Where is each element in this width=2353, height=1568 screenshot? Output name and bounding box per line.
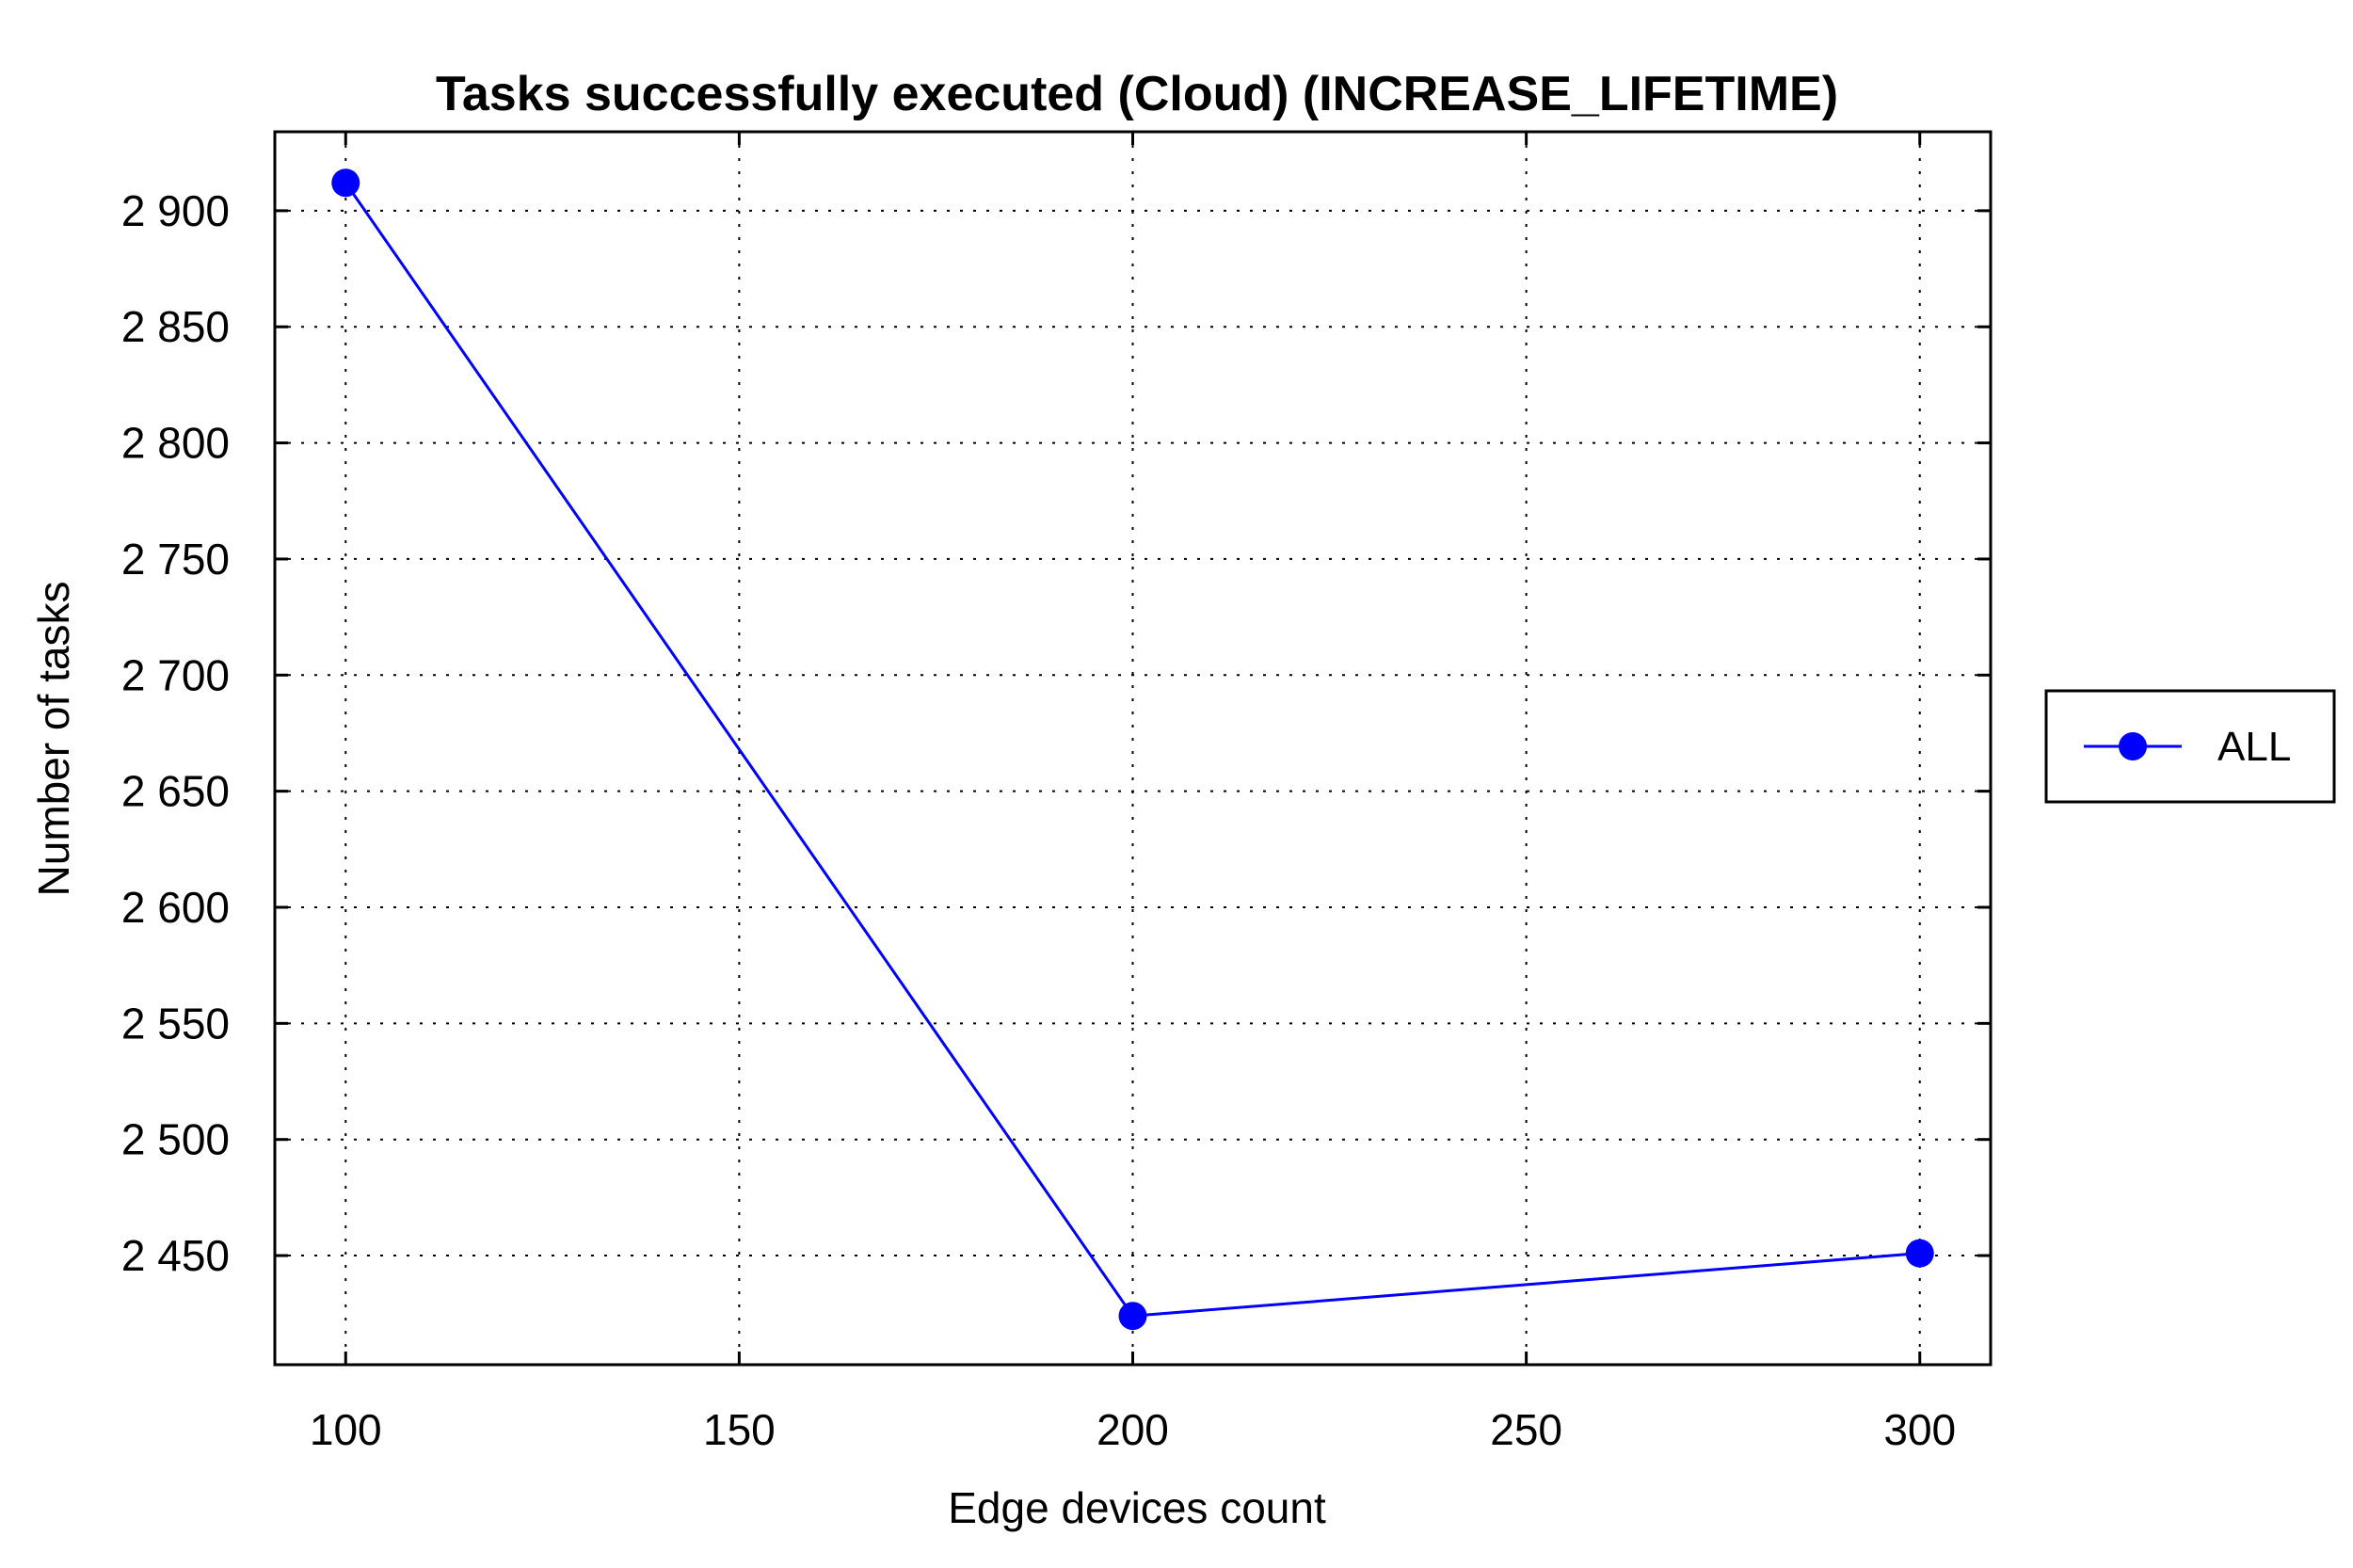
y-tick-label: 2 750 [121, 535, 230, 584]
y-tick-label: 2 500 [121, 1115, 230, 1164]
x-tick-label: 150 [703, 1405, 776, 1454]
data-point [1905, 1239, 1934, 1268]
x-tick-label: 200 [1096, 1405, 1169, 1454]
x-axis-label: Edge devices count [948, 1483, 1326, 1532]
x-tick-label: 250 [1490, 1405, 1562, 1454]
y-tick-label: 2 900 [121, 186, 230, 235]
axis-ticks: 100 150 200 250 300 2 450 2 500 2 550 2 600 2 650… [121, 132, 1991, 1454]
data-point [331, 168, 360, 198]
legend-label-all: ALL [2217, 724, 2291, 770]
series-line-all [344, 182, 1920, 1318]
data-point [1118, 1302, 1147, 1331]
x-tick-label: 100 [310, 1405, 382, 1454]
chart-title: Tasks successfully executed (Cloud) (INC… [436, 67, 1838, 121]
x-tick-label: 300 [1883, 1405, 1956, 1454]
y-tick-label: 2 550 [121, 999, 230, 1048]
y-tick-label: 2 700 [121, 650, 230, 699]
legend-marker-all [2119, 732, 2147, 760]
y-tick-label: 2 650 [121, 767, 230, 816]
y-tick-label: 2 800 [121, 419, 230, 468]
y-tick-label: 2 600 [121, 883, 230, 932]
grid [275, 132, 1991, 1365]
y-axis-label: Number of tasks [29, 582, 78, 897]
y-tick-label: 2 450 [121, 1231, 230, 1280]
series-layer [331, 168, 1934, 1331]
y-tick-label: 2 850 [121, 302, 230, 351]
legend: ALL [2044, 689, 2336, 804]
